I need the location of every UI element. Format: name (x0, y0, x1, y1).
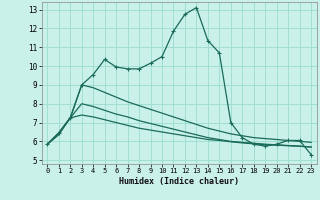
X-axis label: Humidex (Indice chaleur): Humidex (Indice chaleur) (119, 177, 239, 186)
